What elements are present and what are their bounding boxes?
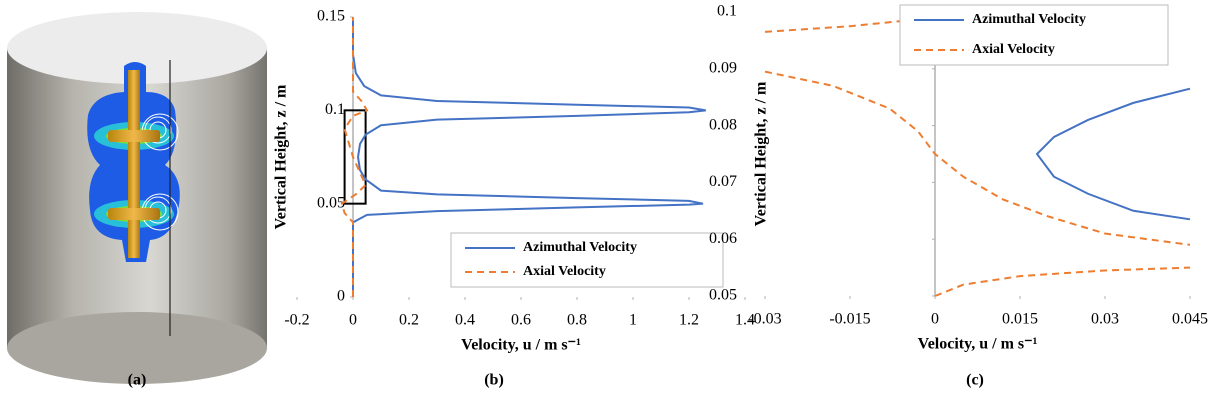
legend-box: [899, 4, 1169, 66]
panel-label: (a): [128, 372, 147, 389]
x-tick-label: 0.6: [511, 312, 531, 329]
highlight-box: [343, 109, 367, 205]
y-tick-label: 0: [337, 288, 345, 305]
x-tick-label: 1.2: [679, 312, 699, 329]
x-tick-label: 0.045: [1172, 311, 1208, 328]
legend-label: Azimuthal Velocity: [523, 240, 637, 255]
y-tick-label: 0.1: [325, 101, 345, 118]
legend-label: Axial Velocity: [523, 264, 606, 279]
legend-box: [450, 232, 724, 288]
legend: Azimuthal Velocity Axial Velocity: [899, 4, 1169, 66]
x-axis-title: Velocity, u / m s⁻¹: [918, 336, 1038, 353]
legend: Azimuthal Velocity Axial Velocity: [450, 232, 724, 288]
y-tick-label: 0.05: [709, 287, 737, 304]
data-line: [1035, 87, 1191, 221]
panel-label: (c): [966, 372, 984, 389]
x-tick-label: -0.03: [748, 311, 781, 328]
x-tick-label: 0: [931, 311, 939, 328]
x-tick-label: 0.015: [1002, 311, 1038, 328]
legend-label: Axial Velocity: [972, 42, 1055, 57]
x-tick-label: 0.4: [455, 312, 475, 329]
x-tick-label: 1: [629, 312, 637, 329]
y-tick-label: 0.06: [709, 230, 737, 247]
legend-label: Azimuthal Velocity: [972, 12, 1086, 27]
x-tick-label: 0.8: [567, 312, 587, 329]
x-tick-label: -0.015: [829, 311, 870, 328]
y-tick-label: 0.08: [709, 116, 737, 133]
x-tick-label: 1.4: [735, 312, 755, 329]
x-tick-label: 0: [349, 312, 357, 329]
y-tick-label: 0.1: [717, 3, 737, 20]
data-line: [352, 17, 706, 297]
data-line: [340, 17, 369, 297]
y-tick-label: 0.15: [317, 8, 345, 25]
x-tick-label: 0.03: [1091, 311, 1119, 328]
y-tick-label: 0.05: [317, 194, 345, 211]
x-axis-title: Velocity, u / m s⁻¹: [461, 337, 581, 354]
x-tick-label: 0.2: [399, 312, 419, 329]
x-tick-label: -0.2: [284, 312, 309, 329]
panel-label: (b): [484, 372, 504, 389]
y-axis-title: Vertical Height, z / m: [753, 81, 770, 226]
y-tick-label: 0.09: [709, 59, 737, 76]
vessel-drawing: [7, 12, 267, 384]
y-tick-label: 0.07: [709, 173, 737, 190]
y-axis-title: Vertical Height, z / m: [273, 84, 290, 229]
